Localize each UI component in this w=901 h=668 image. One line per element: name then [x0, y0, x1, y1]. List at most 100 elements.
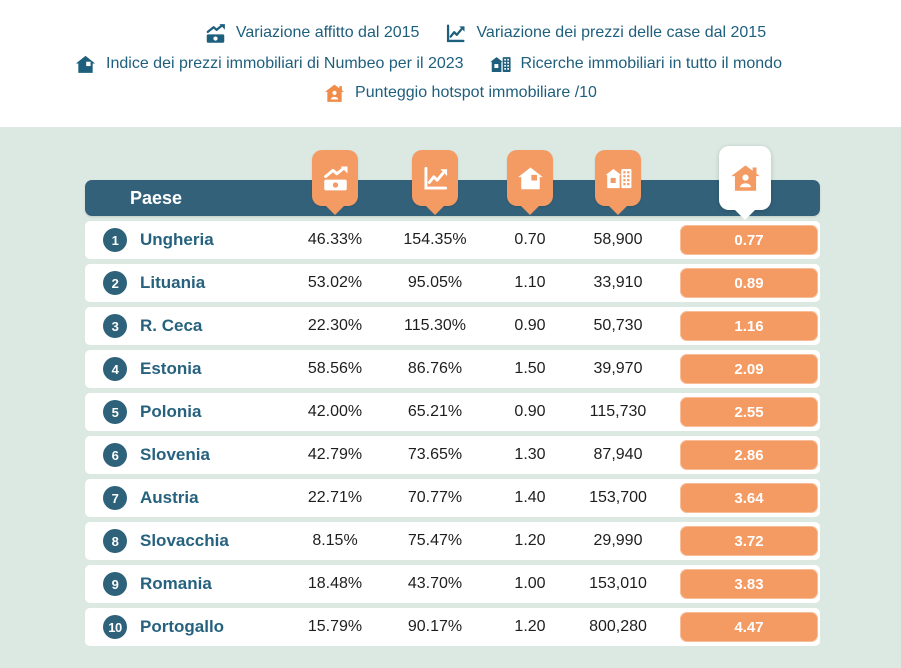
numbeo-index-value: 1.20: [514, 532, 546, 549]
money-trend-icon: [205, 23, 226, 44]
legend-label: Variazione affitto dal 2015: [235, 24, 420, 41]
country-name: Austria: [140, 488, 199, 507]
column-bubble-numbeo-index: [507, 150, 553, 206]
searches-value: 115,730: [589, 403, 647, 420]
price-change-value: 86.76%: [407, 360, 463, 377]
rank-badge: 4: [103, 357, 127, 381]
legend-label: Punteggio hotspot immobiliare /10: [355, 84, 597, 101]
hotspot-score-badge: 3.83: [680, 569, 818, 599]
searches-value: 39,970: [593, 360, 643, 377]
legend-label: Indice dei prezzi immobiliari di Numbeo …: [106, 55, 464, 72]
rank-badge: 2: [103, 271, 127, 295]
rent-change-value: 58.56%: [307, 360, 363, 377]
rent-change-value: 22.30%: [307, 317, 363, 334]
house-building-icon: [489, 54, 511, 75]
chart-line-icon: [445, 23, 466, 44]
legend-item-hotspot-score: Punteggio hotspot immobiliare /10: [324, 83, 597, 104]
rank-badge: 6: [103, 443, 127, 467]
legend-label: Variazione dei prezzi delle case dal 201…: [476, 24, 767, 41]
legend-item-numbeo-index: Indice dei prezzi immobiliari di Numbeo …: [75, 54, 464, 75]
numbeo-index-value: 0.90: [514, 403, 546, 420]
table-rows: 1 Ungheria 46.33% 154.35% 0.70 58,900 0.77 2 Lit…: [85, 221, 820, 646]
rent-change-value: 53.02%: [307, 274, 363, 291]
numbeo-index-value: 1.30: [514, 446, 546, 463]
money-trend-icon: [322, 165, 349, 192]
table-row: 8 Slovacchia 8.15% 75.47% 1.20 29,990 3.72: [85, 522, 820, 560]
country-name: Polonia: [140, 402, 202, 421]
price-change-value: 95.05%: [407, 274, 463, 291]
numbeo-index-value: 1.00: [514, 575, 546, 592]
rank-badge: 5: [103, 400, 127, 424]
house-icon: [517, 165, 544, 192]
numbeo-index-value: 0.90: [514, 317, 546, 334]
searches-value: 33,910: [593, 274, 643, 291]
hotspot-score-badge: 1.16: [680, 311, 818, 341]
price-change-value: 115.30%: [404, 317, 466, 334]
price-change-value: 154.35%: [403, 231, 467, 248]
numbeo-index-value: 1.40: [514, 489, 546, 506]
table-row: 9 Romania 18.48% 43.70% 1.00 153,010 3.83: [85, 565, 820, 603]
table-row: 3 R. Ceca 22.30% 115.30% 0.90 50,730 1.16: [85, 307, 820, 345]
hotspot-score-badge: 3.72: [680, 526, 818, 556]
table-row: 5 Polonia 42.00% 65.21% 0.90 115,730 2.55: [85, 393, 820, 431]
price-change-value: 73.65%: [407, 446, 463, 463]
house-person-icon: [730, 163, 761, 194]
column-bubble-searches: [595, 150, 641, 206]
price-change-value: 75.47%: [407, 532, 463, 549]
rank-badge: 10: [103, 615, 127, 639]
country-name: Lituania: [140, 273, 206, 292]
numbeo-index-value: 1.10: [514, 274, 546, 291]
legend-item-price-change: Variazione dei prezzi delle case dal 201…: [445, 23, 766, 44]
searches-value: 58,900: [593, 231, 643, 248]
house-icon: [75, 54, 96, 75]
searches-value: 153,010: [589, 575, 647, 592]
price-change-value: 65.21%: [407, 403, 463, 420]
rank-badge: 7: [103, 486, 127, 510]
rent-change-value: 22.71%: [307, 489, 363, 506]
country-name: Ungheria: [140, 230, 214, 249]
table-row: 6 Slovenia 42.79% 73.65% 1.30 87,940 2.86: [85, 436, 820, 474]
legend-line-3: Punteggio hotspot immobiliare /10: [10, 80, 901, 106]
rank-badge: 3: [103, 314, 127, 338]
hotspot-score-badge: 0.77: [680, 225, 818, 255]
house-building-icon: [605, 165, 632, 192]
country-name: Slovacchia: [140, 531, 229, 550]
table-row: 4 Estonia 58.56% 86.76% 1.50 39,970 2.09: [85, 350, 820, 388]
hotspot-score-badge: 2.55: [680, 397, 818, 427]
legend-line-2: Indice dei prezzi immobiliari di Numbeo …: [0, 51, 879, 77]
hotspot-score-badge: 0.89: [680, 268, 818, 298]
chart-line-icon: [422, 165, 449, 192]
rent-change-value: 18.48%: [307, 575, 363, 592]
country-name: Portogallo: [140, 617, 225, 636]
legend-label: Ricerche immobiliari in tutto il mondo: [520, 55, 782, 72]
column-bubble-rent-change: [312, 150, 358, 206]
country-name: Slovenia: [140, 445, 210, 464]
rent-change-value: 46.33%: [307, 231, 363, 248]
rank-badge: 1: [103, 228, 127, 252]
legend-item-rent-change: Variazione affitto dal 2015: [205, 23, 420, 44]
hotspot-score-badge: 2.09: [680, 354, 818, 384]
numbeo-index-value: 1.20: [514, 618, 546, 635]
searches-value: 153,700: [589, 489, 647, 506]
hotspot-score-badge: 2.86: [680, 440, 818, 470]
searches-value: 87,940: [593, 446, 643, 463]
searches-value: 29,990: [593, 532, 643, 549]
rent-change-value: 15.79%: [307, 618, 363, 635]
column-bubble-price-change: [412, 150, 458, 206]
table-row: 1 Ungheria 46.33% 154.35% 0.70 58,900 0.77: [85, 221, 820, 259]
house-person-icon: [324, 83, 345, 104]
country-name: Estonia: [140, 359, 202, 378]
country-name: R. Ceca: [140, 316, 203, 335]
table-row: 7 Austria 22.71% 70.77% 1.40 153,700 3.64: [85, 479, 820, 517]
price-change-value: 70.77%: [407, 489, 463, 506]
legend-item-searches: Ricerche immobiliari in tutto il mondo: [489, 54, 782, 75]
price-change-value: 43.70%: [407, 575, 463, 592]
country-column-header: Paese: [130, 187, 183, 208]
table-row: 10 Portogallo 15.79% 90.17% 1.20 800,280 4.47: [85, 608, 820, 646]
rent-change-value: 42.79%: [307, 446, 363, 463]
numbeo-index-value: 0.70: [514, 231, 546, 248]
rent-change-value: 42.00%: [307, 403, 363, 420]
rank-badge: 8: [103, 529, 127, 553]
table-row: 2 Lituania 53.02% 95.05% 1.10 33,910 0.89: [85, 264, 820, 302]
